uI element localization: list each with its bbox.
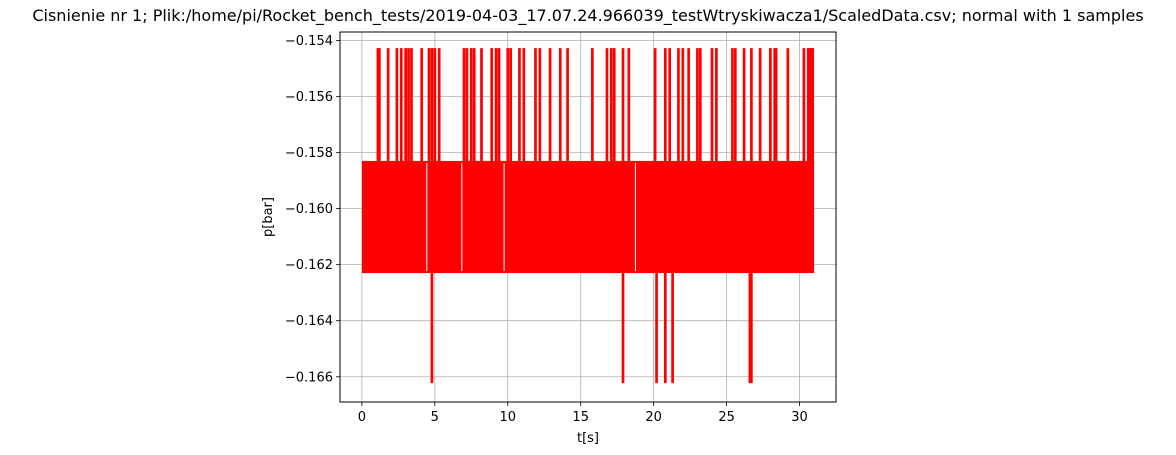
high-spike bbox=[494, 48, 498, 161]
high-spike bbox=[566, 48, 569, 161]
high-spike bbox=[811, 48, 815, 161]
high-spike bbox=[612, 48, 616, 161]
high-spike bbox=[427, 48, 431, 161]
high-spike bbox=[395, 48, 399, 161]
high-spike bbox=[386, 48, 390, 161]
high-spike bbox=[410, 48, 413, 161]
low-spike bbox=[750, 273, 753, 384]
y-tick-label: −0.156 bbox=[285, 90, 333, 105]
high-spike bbox=[548, 48, 552, 161]
high-spike bbox=[538, 48, 542, 161]
y-tick-label: −0.158 bbox=[285, 146, 333, 161]
high-spike bbox=[750, 48, 753, 161]
x-tick-label: 25 bbox=[718, 410, 735, 425]
x-tick-label: 0 bbox=[358, 410, 366, 425]
high-spike bbox=[696, 48, 699, 161]
high-spike bbox=[378, 48, 381, 161]
y-tick-label: −0.164 bbox=[285, 314, 333, 329]
high-spike bbox=[663, 48, 667, 161]
x-axis: 0 5 10 15 20 25 30 bbox=[358, 402, 808, 425]
high-spike bbox=[437, 48, 441, 161]
high-spike bbox=[462, 48, 466, 161]
high-spike bbox=[558, 48, 562, 161]
high-spike bbox=[668, 48, 672, 161]
y-tick-label: −0.160 bbox=[285, 202, 333, 217]
high-spike bbox=[802, 48, 806, 161]
high-spike bbox=[653, 48, 657, 161]
high-spike bbox=[774, 48, 778, 161]
high-spike bbox=[710, 48, 714, 161]
high-spike bbox=[769, 48, 772, 161]
high-spike bbox=[497, 48, 501, 161]
high-spike bbox=[758, 48, 762, 161]
plot-frame bbox=[339, 31, 837, 403]
high-spike bbox=[677, 48, 680, 161]
low-spike bbox=[671, 273, 674, 384]
high-spike bbox=[733, 48, 737, 161]
data-series bbox=[361, 48, 815, 384]
high-spike bbox=[518, 48, 521, 161]
high-spike bbox=[420, 48, 424, 161]
high-spike bbox=[522, 48, 526, 161]
high-spike bbox=[731, 48, 734, 161]
high-spike bbox=[407, 48, 410, 161]
high-spike bbox=[506, 48, 510, 161]
high-spike bbox=[687, 48, 691, 161]
high-spike bbox=[534, 48, 537, 161]
high-spike bbox=[698, 48, 702, 161]
high-spike bbox=[430, 48, 434, 161]
high-spike bbox=[627, 48, 631, 161]
y-tick-label: −0.154 bbox=[285, 34, 333, 49]
high-spike bbox=[786, 48, 790, 161]
low-spike bbox=[621, 273, 625, 384]
x-tick-label: 20 bbox=[645, 410, 662, 425]
y-tick-label: −0.166 bbox=[285, 370, 333, 385]
x-tick-label: 10 bbox=[499, 410, 516, 425]
y-axis-label: p[bar] bbox=[261, 197, 276, 237]
high-spike bbox=[605, 48, 609, 161]
high-spike bbox=[742, 48, 746, 161]
y-axis: −0.154 −0.156 −0.158 −0.160 −0.162 −0.164 −0.1… bbox=[285, 34, 340, 385]
x-tick-label: 5 bbox=[431, 410, 439, 425]
high-spike bbox=[480, 48, 483, 161]
x-tick-label: 15 bbox=[572, 410, 589, 425]
high-spike bbox=[609, 48, 613, 161]
high-spike bbox=[490, 48, 494, 161]
high-spike bbox=[591, 48, 594, 161]
y-tick-label: −0.162 bbox=[285, 258, 333, 273]
high-spike bbox=[621, 48, 625, 161]
high-spike bbox=[399, 48, 403, 161]
high-spike bbox=[681, 48, 685, 161]
high-spike bbox=[469, 48, 473, 161]
x-tick-label: 30 bbox=[791, 410, 808, 425]
high-spike bbox=[472, 48, 476, 161]
high-spike bbox=[715, 48, 718, 161]
high-spike bbox=[465, 48, 469, 161]
high-spike bbox=[433, 48, 437, 161]
signal-band bbox=[361, 160, 815, 274]
x-axis-label: t[s] bbox=[577, 431, 599, 446]
low-spike bbox=[663, 273, 667, 384]
low-spike bbox=[655, 273, 658, 384]
high-spike bbox=[509, 48, 513, 161]
low-spike bbox=[430, 273, 434, 384]
chart-title: Cisnienie nr 1; Plik:/home/pi/Rocket_ben… bbox=[32, 6, 1143, 26]
high-spike bbox=[404, 48, 407, 161]
